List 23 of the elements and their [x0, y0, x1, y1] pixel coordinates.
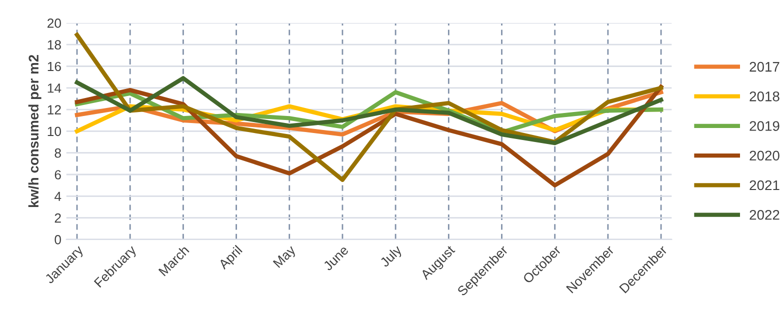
y-tick-label: 8 [54, 148, 61, 158]
x-tick-label: July [379, 244, 404, 270]
y-tick-label: 12 [48, 105, 61, 114]
y-tick-label: 16 [48, 62, 61, 72]
y-tick-label: 6 [54, 170, 61, 180]
legend-label: 2020 [750, 150, 780, 161]
y-tick-label: 4 [54, 192, 62, 201]
line-series [74, 76, 664, 146]
line-series [74, 84, 664, 188]
y-axis-title: kw/h consumed per m2 [28, 54, 42, 208]
y-tick-label: 10 [48, 126, 62, 136]
y-tick-label: 14 [48, 84, 62, 93]
legend-label: 2019 [750, 121, 780, 131]
y-tick-label: 0 [54, 235, 62, 244]
legend-label: 2017 [750, 62, 780, 72]
y-tick-label: 20 [48, 18, 62, 28]
legend-label: 2018 [750, 91, 780, 102]
y-tick-label: 2 [54, 213, 61, 223]
x-tick-label: May [272, 244, 298, 270]
legend-label: 2022 [750, 210, 780, 220]
line-series [74, 32, 664, 182]
y-tick-label: 18 [48, 40, 61, 50]
legend-label: 2021 [750, 180, 780, 190]
